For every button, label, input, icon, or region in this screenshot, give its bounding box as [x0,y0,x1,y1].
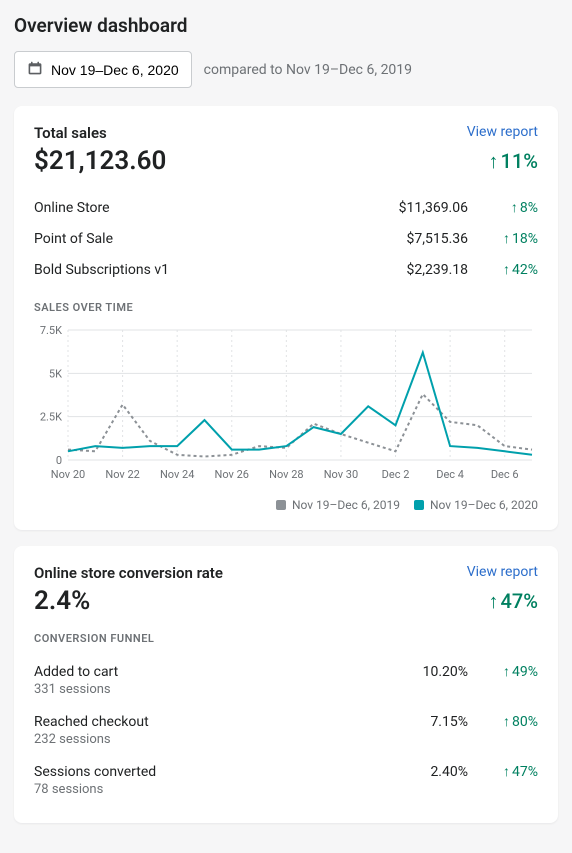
conversion-delta: ↑47% [489,589,538,614]
conversion-card: Online store conversion rate View report… [14,546,558,823]
svg-text:Nov 28: Nov 28 [269,468,303,481]
svg-text:Dec 2: Dec 2 [382,468,410,481]
svg-text:Nov 20: Nov 20 [51,468,85,481]
breakdown-value: $11,369.06 [358,200,468,216]
svg-text:Dec 4: Dec 4 [436,468,464,481]
funnel-delta: ↑ 47% [468,763,538,780]
breakdown-label: Point of Sale [34,231,358,247]
funnel-row: Added to cart 10.20% ↑ 49% 331 sessions [34,655,538,705]
arrow-up-icon: ↑ [503,230,510,247]
svg-text:Nov 26: Nov 26 [215,468,249,481]
legend-item: Nov 19–Dec 6, 2020 [414,498,538,512]
sales-chart: 0 2.5K 5K 7.5K Nov 20 Nov 22 Nov 24 Nov 26 Nov 2… [34,324,538,488]
conversion-funnel-label: CONVERSION FUNNEL [34,632,538,645]
svg-text:0: 0 [56,454,62,467]
funnel-row: Sessions converted 2.40% ↑ 47% 78 sessio… [34,755,538,805]
legend-swatch [414,500,424,510]
total-sales-value: $21,123.60 [34,146,166,176]
conversion-title: Online store conversion rate [34,564,223,582]
breakdown-delta: ↑ 8% [468,199,538,216]
svg-text:5K: 5K [49,367,62,380]
breakdown-row: Point of Sale $7,515.36 ↑ 18% [34,223,538,254]
funnel-label: Sessions converted [34,764,358,780]
chart-legend: Nov 19–Dec 6, 2019 Nov 19–Dec 6, 2020 [34,498,538,512]
funnel-sublabel: 78 sessions [34,782,538,797]
svg-text:7.5K: 7.5K [40,324,62,337]
svg-text:Nov 24: Nov 24 [160,468,194,481]
breakdown-delta: ↑ 42% [468,261,538,278]
arrow-up-icon: ↑ [503,763,510,780]
funnel-row: Reached checkout 7.15% ↑ 80% 232 session… [34,705,538,755]
legend-swatch [276,500,286,510]
funnel-value: 2.40% [358,764,468,780]
page-title: Overview dashboard [14,14,558,37]
total-sales-card: Total sales View report $21,123.60 ↑11% … [14,106,558,530]
funnel-value: 7.15% [358,714,468,730]
breakdown-label: Bold Subscriptions v1 [34,262,358,278]
arrow-up-icon: ↑ [511,199,518,216]
svg-text:Dec 6: Dec 6 [491,468,519,481]
funnel-delta: ↑ 80% [468,713,538,730]
arrow-up-icon: ↑ [489,149,499,174]
legend-item: Nov 19–Dec 6, 2019 [276,498,400,512]
date-filter-row: Nov 19–Dec 6, 2020 compared to Nov 19–De… [14,51,558,88]
funnel-value: 10.20% [358,664,468,680]
breakdown-value: $2,239.18 [358,262,468,278]
arrow-up-icon: ↑ [503,261,510,278]
legend-label: Nov 19–Dec 6, 2019 [292,498,400,512]
svg-text:Nov 22: Nov 22 [105,468,139,481]
breakdown-label: Online Store [34,200,358,216]
view-report-link[interactable]: View report [467,124,538,140]
svg-text:2.5K: 2.5K [40,411,62,424]
funnel-label: Reached checkout [34,714,358,730]
funnel-sublabel: 331 sessions [34,682,538,697]
conversion-value: 2.4% [34,586,90,616]
legend-label: Nov 19–Dec 6, 2020 [430,498,538,512]
breakdown-delta: ↑ 18% [468,230,538,247]
date-range-button[interactable]: Nov 19–Dec 6, 2020 [14,51,192,88]
calendar-icon [27,60,43,79]
arrow-up-icon: ↑ [503,713,510,730]
breakdown-row: Online Store $11,369.06 ↑ 8% [34,192,538,223]
arrow-up-icon: ↑ [503,663,510,680]
sales-over-time-label: SALES OVER TIME [34,301,538,314]
breakdown-row: Bold Subscriptions v1 $2,239.18 ↑ 42% [34,254,538,285]
date-range-label: Nov 19–Dec 6, 2020 [51,62,179,78]
svg-text:Nov 30: Nov 30 [324,468,358,481]
total-sales-title: Total sales [34,124,107,142]
arrow-up-icon: ↑ [489,589,499,614]
total-sales-delta: ↑11% [489,149,538,174]
funnel-label: Added to cart [34,664,358,680]
funnel-sublabel: 232 sessions [34,732,538,747]
breakdown-value: $7,515.36 [358,231,468,247]
funnel-delta: ↑ 49% [468,663,538,680]
compare-text: compared to Nov 19–Dec 6, 2019 [204,62,412,78]
view-report-link[interactable]: View report [467,564,538,580]
